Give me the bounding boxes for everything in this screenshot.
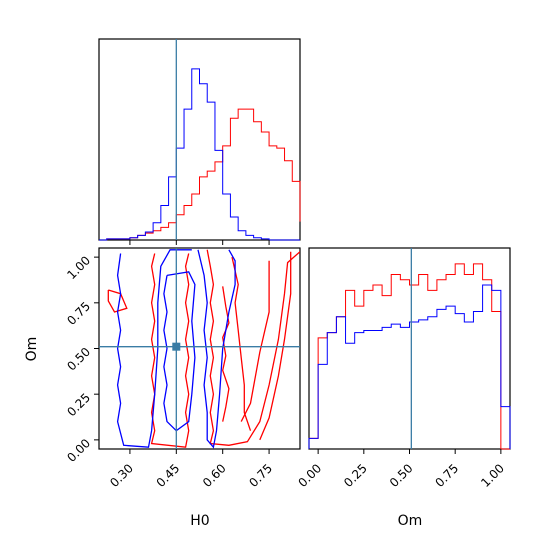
contour-red-4 bbox=[107, 289, 128, 313]
histogram-red-hist-Om bbox=[308, 263, 510, 450]
y-tick-label-contour-3: 0.75 bbox=[64, 299, 93, 328]
axis-frame-hist-h0 bbox=[98, 38, 301, 241]
x-tick-label-contour-0: 0.30 bbox=[107, 461, 136, 490]
x-tick-label-contour-1: 0.45 bbox=[154, 461, 183, 490]
contour-red-1 bbox=[206, 249, 300, 446]
contour-red-5 bbox=[240, 260, 270, 422]
histogram-panel-h0 bbox=[98, 38, 301, 245]
axis-frame-hist-om bbox=[308, 247, 511, 450]
y-tick-label-contour-4: 1.00 bbox=[64, 253, 93, 282]
x-tick-label-hist-Om-2: 0.50 bbox=[387, 461, 416, 490]
histogram-panel-om: 0.00 0.25 0.50 0.75 1.00 bbox=[295, 247, 511, 490]
y-tick-label-contour-2: 0.50 bbox=[64, 345, 93, 374]
truth-point bbox=[172, 342, 181, 351]
histogram-blue-hist-H0 bbox=[99, 68, 300, 241]
contour-blue-2 bbox=[197, 249, 236, 449]
x-tick-label-contour-3: 0.75 bbox=[246, 461, 275, 490]
x-tick-label-hist-Om-3: 0.75 bbox=[433, 461, 462, 490]
x-tick-label-hist-Om-0: 0.00 bbox=[295, 461, 324, 490]
histogram-red-hist-H0 bbox=[99, 108, 301, 241]
x-tick-label-hist-Om-4: 1.00 bbox=[478, 461, 507, 490]
contour-red-6 bbox=[259, 251, 292, 441]
y-tick-label-contour-1: 0.25 bbox=[64, 390, 93, 419]
contour-blue-0 bbox=[116, 249, 192, 448]
contour-red-2 bbox=[231, 256, 252, 431]
x-tick-label-contour-2: 0.60 bbox=[200, 461, 229, 490]
y-tick-label-contour-0: 0.00 bbox=[64, 436, 93, 465]
contour-blue-1 bbox=[163, 271, 196, 432]
x-axis-label-om: Om bbox=[398, 513, 423, 529]
x-axis-label-h0: H0 bbox=[190, 513, 209, 529]
contour-red-0 bbox=[150, 253, 190, 448]
axis-frame-contour bbox=[98, 247, 301, 450]
histogram-blue-hist-Om bbox=[308, 284, 511, 449]
contour-panel-h0-om: 0.30 0.45 0.60 0.75 0.00 0.25 0.50 0.75 1.00 bbox=[64, 247, 301, 490]
y-axis-label-om: Om bbox=[24, 337, 40, 362]
contour-lines bbox=[107, 249, 300, 449]
x-tick-label-hist-Om-1: 0.25 bbox=[341, 461, 370, 490]
contour-red-3 bbox=[222, 286, 230, 422]
